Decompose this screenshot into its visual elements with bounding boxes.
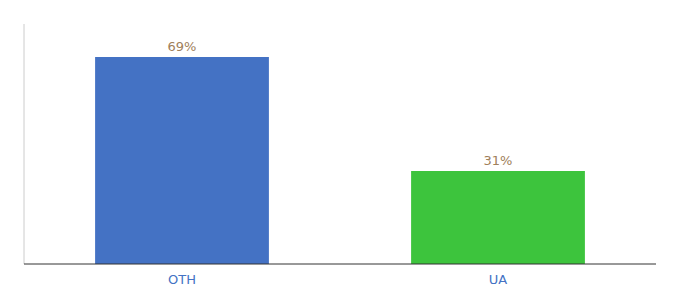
bar xyxy=(95,57,269,264)
x-tick-label: OTH xyxy=(168,272,196,287)
bar xyxy=(411,171,585,264)
chart: OTH UA 69% 31% xyxy=(0,0,680,300)
y-axis-line xyxy=(24,24,25,264)
data-label: 69% xyxy=(168,39,197,54)
chart-container: OTH UA 69% 31% xyxy=(0,0,680,300)
x-axis-line xyxy=(24,264,656,265)
data-label: 31% xyxy=(484,153,513,168)
x-tick-label: UA xyxy=(489,272,508,287)
bars xyxy=(95,57,585,264)
